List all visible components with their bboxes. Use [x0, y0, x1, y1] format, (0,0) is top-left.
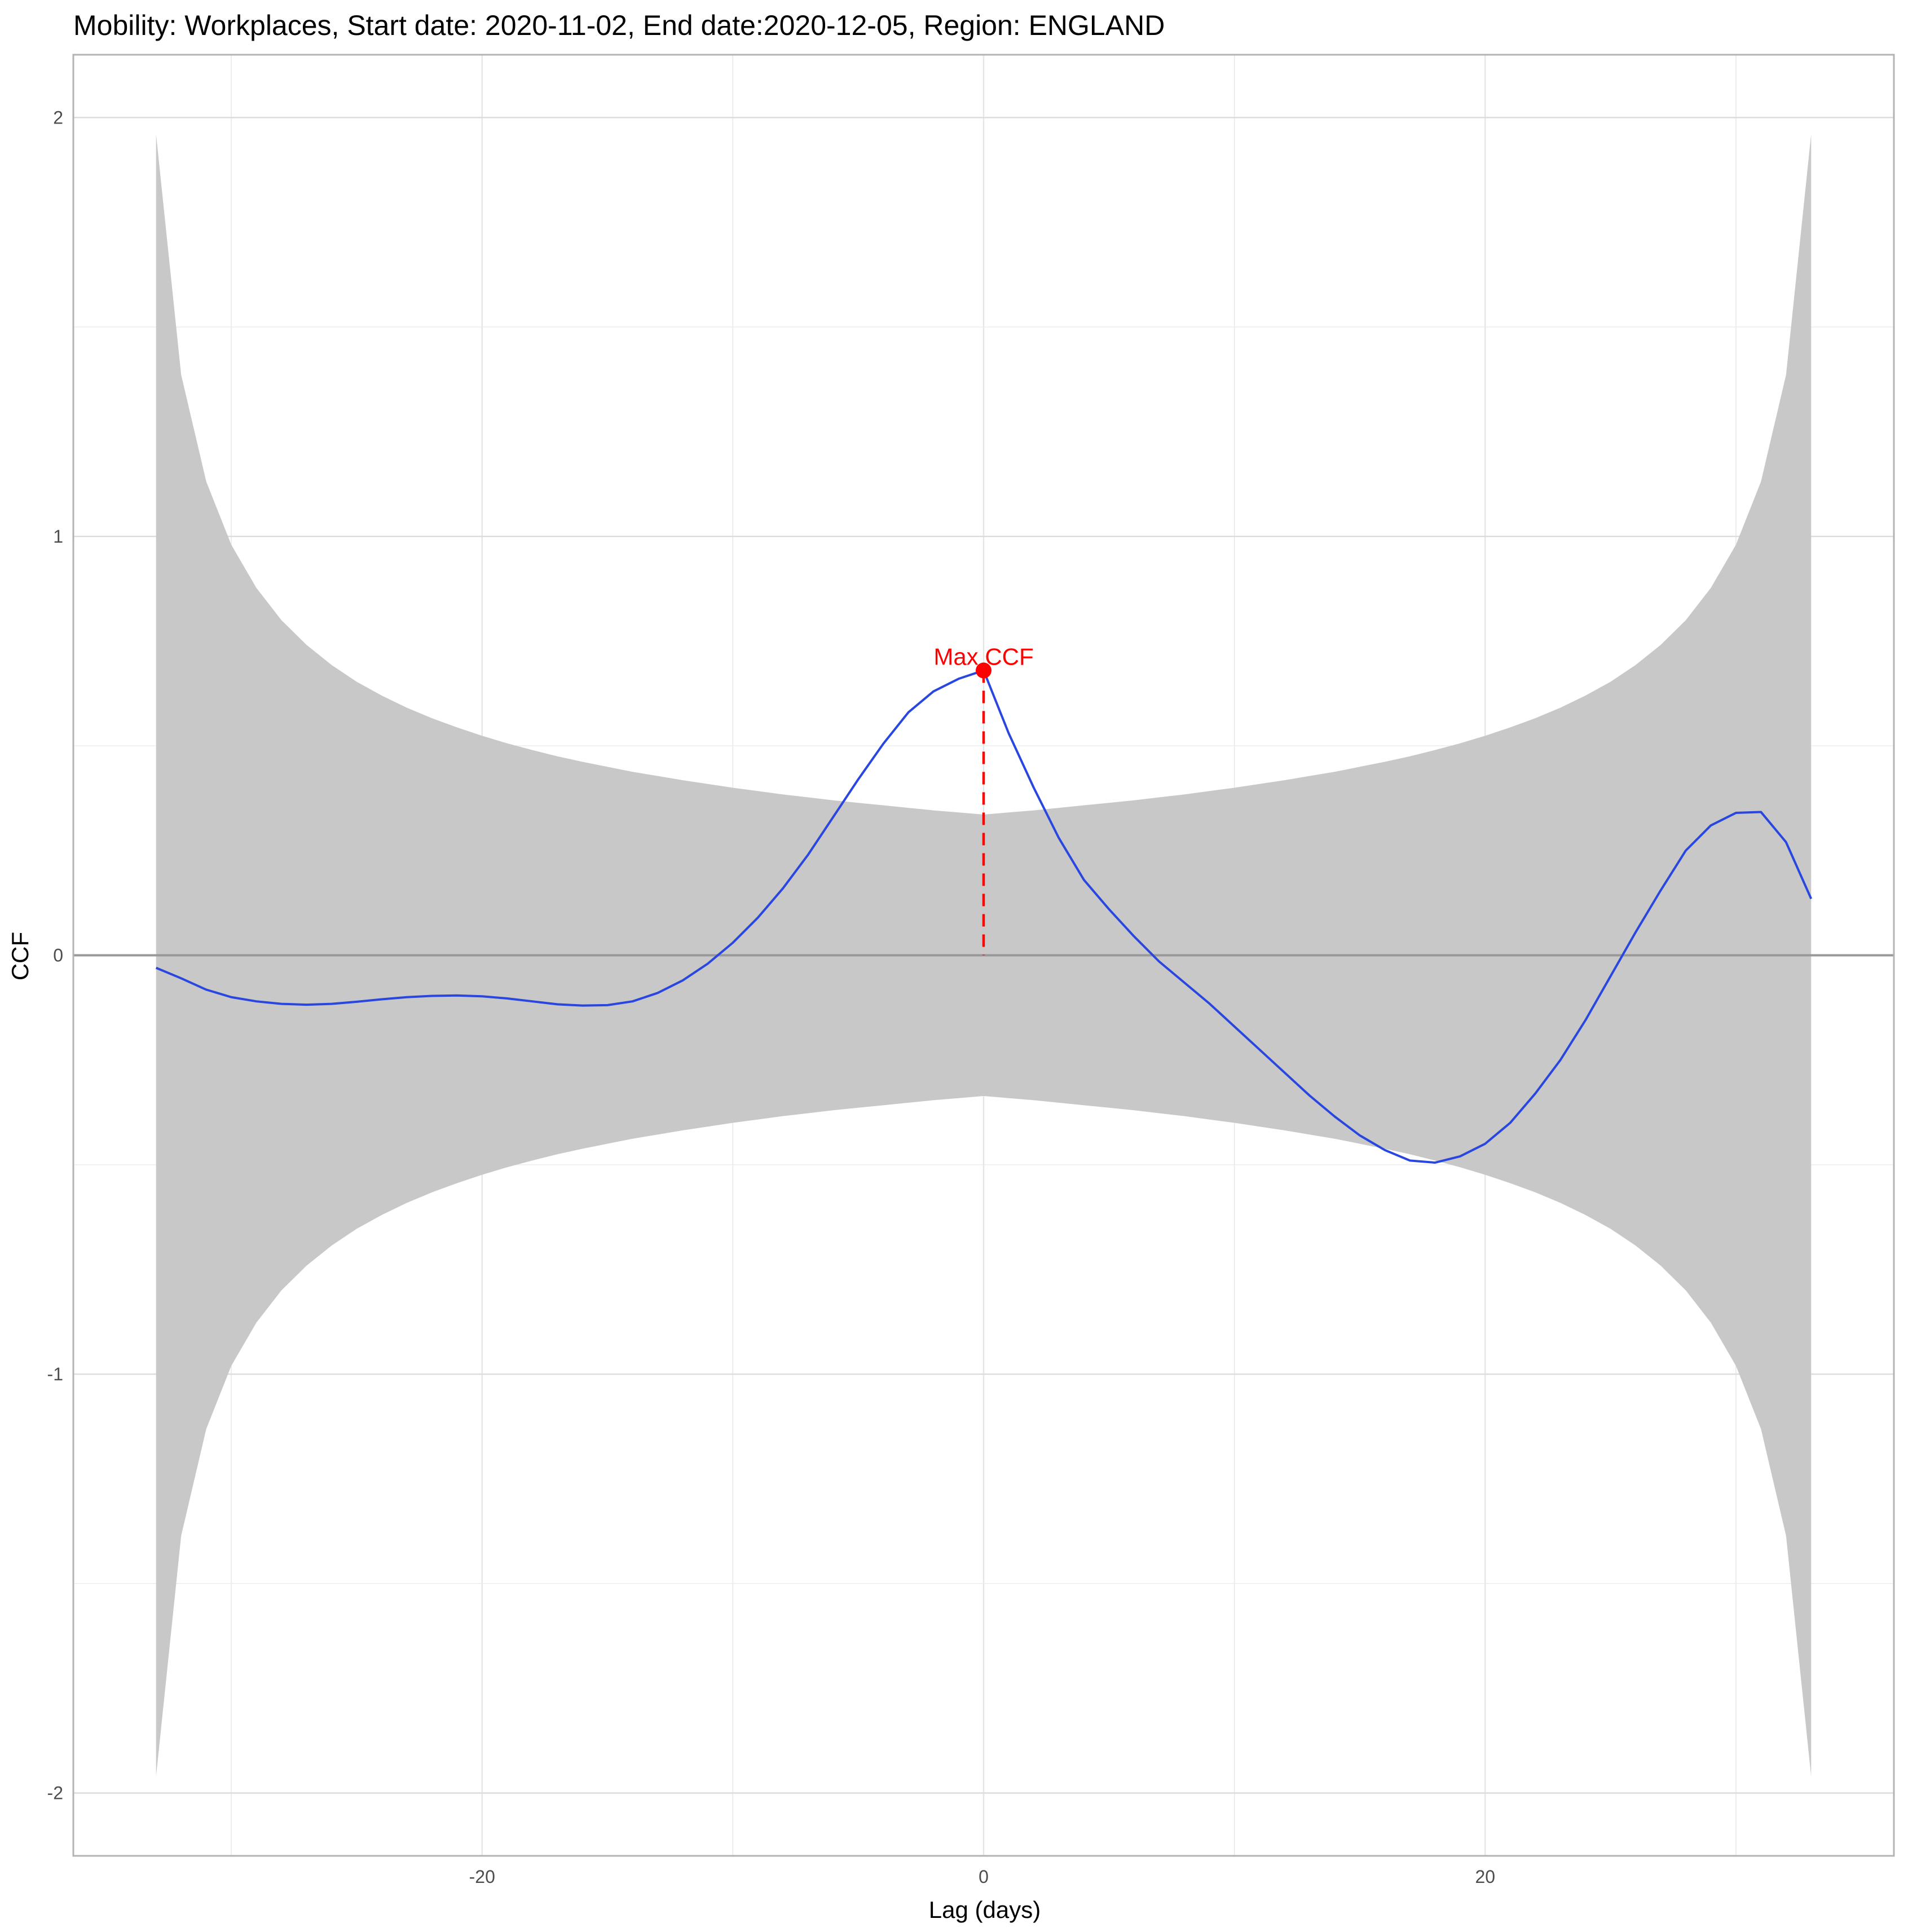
- annotation-layer: Max CCF: [933, 644, 1034, 956]
- x-tick-label: -20: [469, 1867, 495, 1887]
- y-axis-title: CCF: [7, 932, 33, 980]
- max-ccf-label: Max CCF: [933, 644, 1033, 670]
- x-tick-label: 20: [1475, 1867, 1495, 1887]
- y-tick-label: 0: [53, 945, 63, 966]
- max-ccf-point: [976, 662, 992, 679]
- y-tick-label: -2: [47, 1783, 63, 1803]
- panel-border: [72, 54, 1895, 1857]
- x-axis-title: Lag (days): [929, 1896, 1041, 1923]
- tick-label-layer: -20 0 20 -2 -1 0 1 2: [47, 107, 1496, 1887]
- x-tick-label: 0: [979, 1867, 989, 1887]
- chart-title: Mobility: Workplaces, Start date: 2020-1…: [73, 10, 1165, 41]
- y-tick-label: 1: [53, 526, 63, 547]
- y-tick-label: -1: [47, 1364, 63, 1384]
- y-tick-label: 2: [53, 107, 63, 127]
